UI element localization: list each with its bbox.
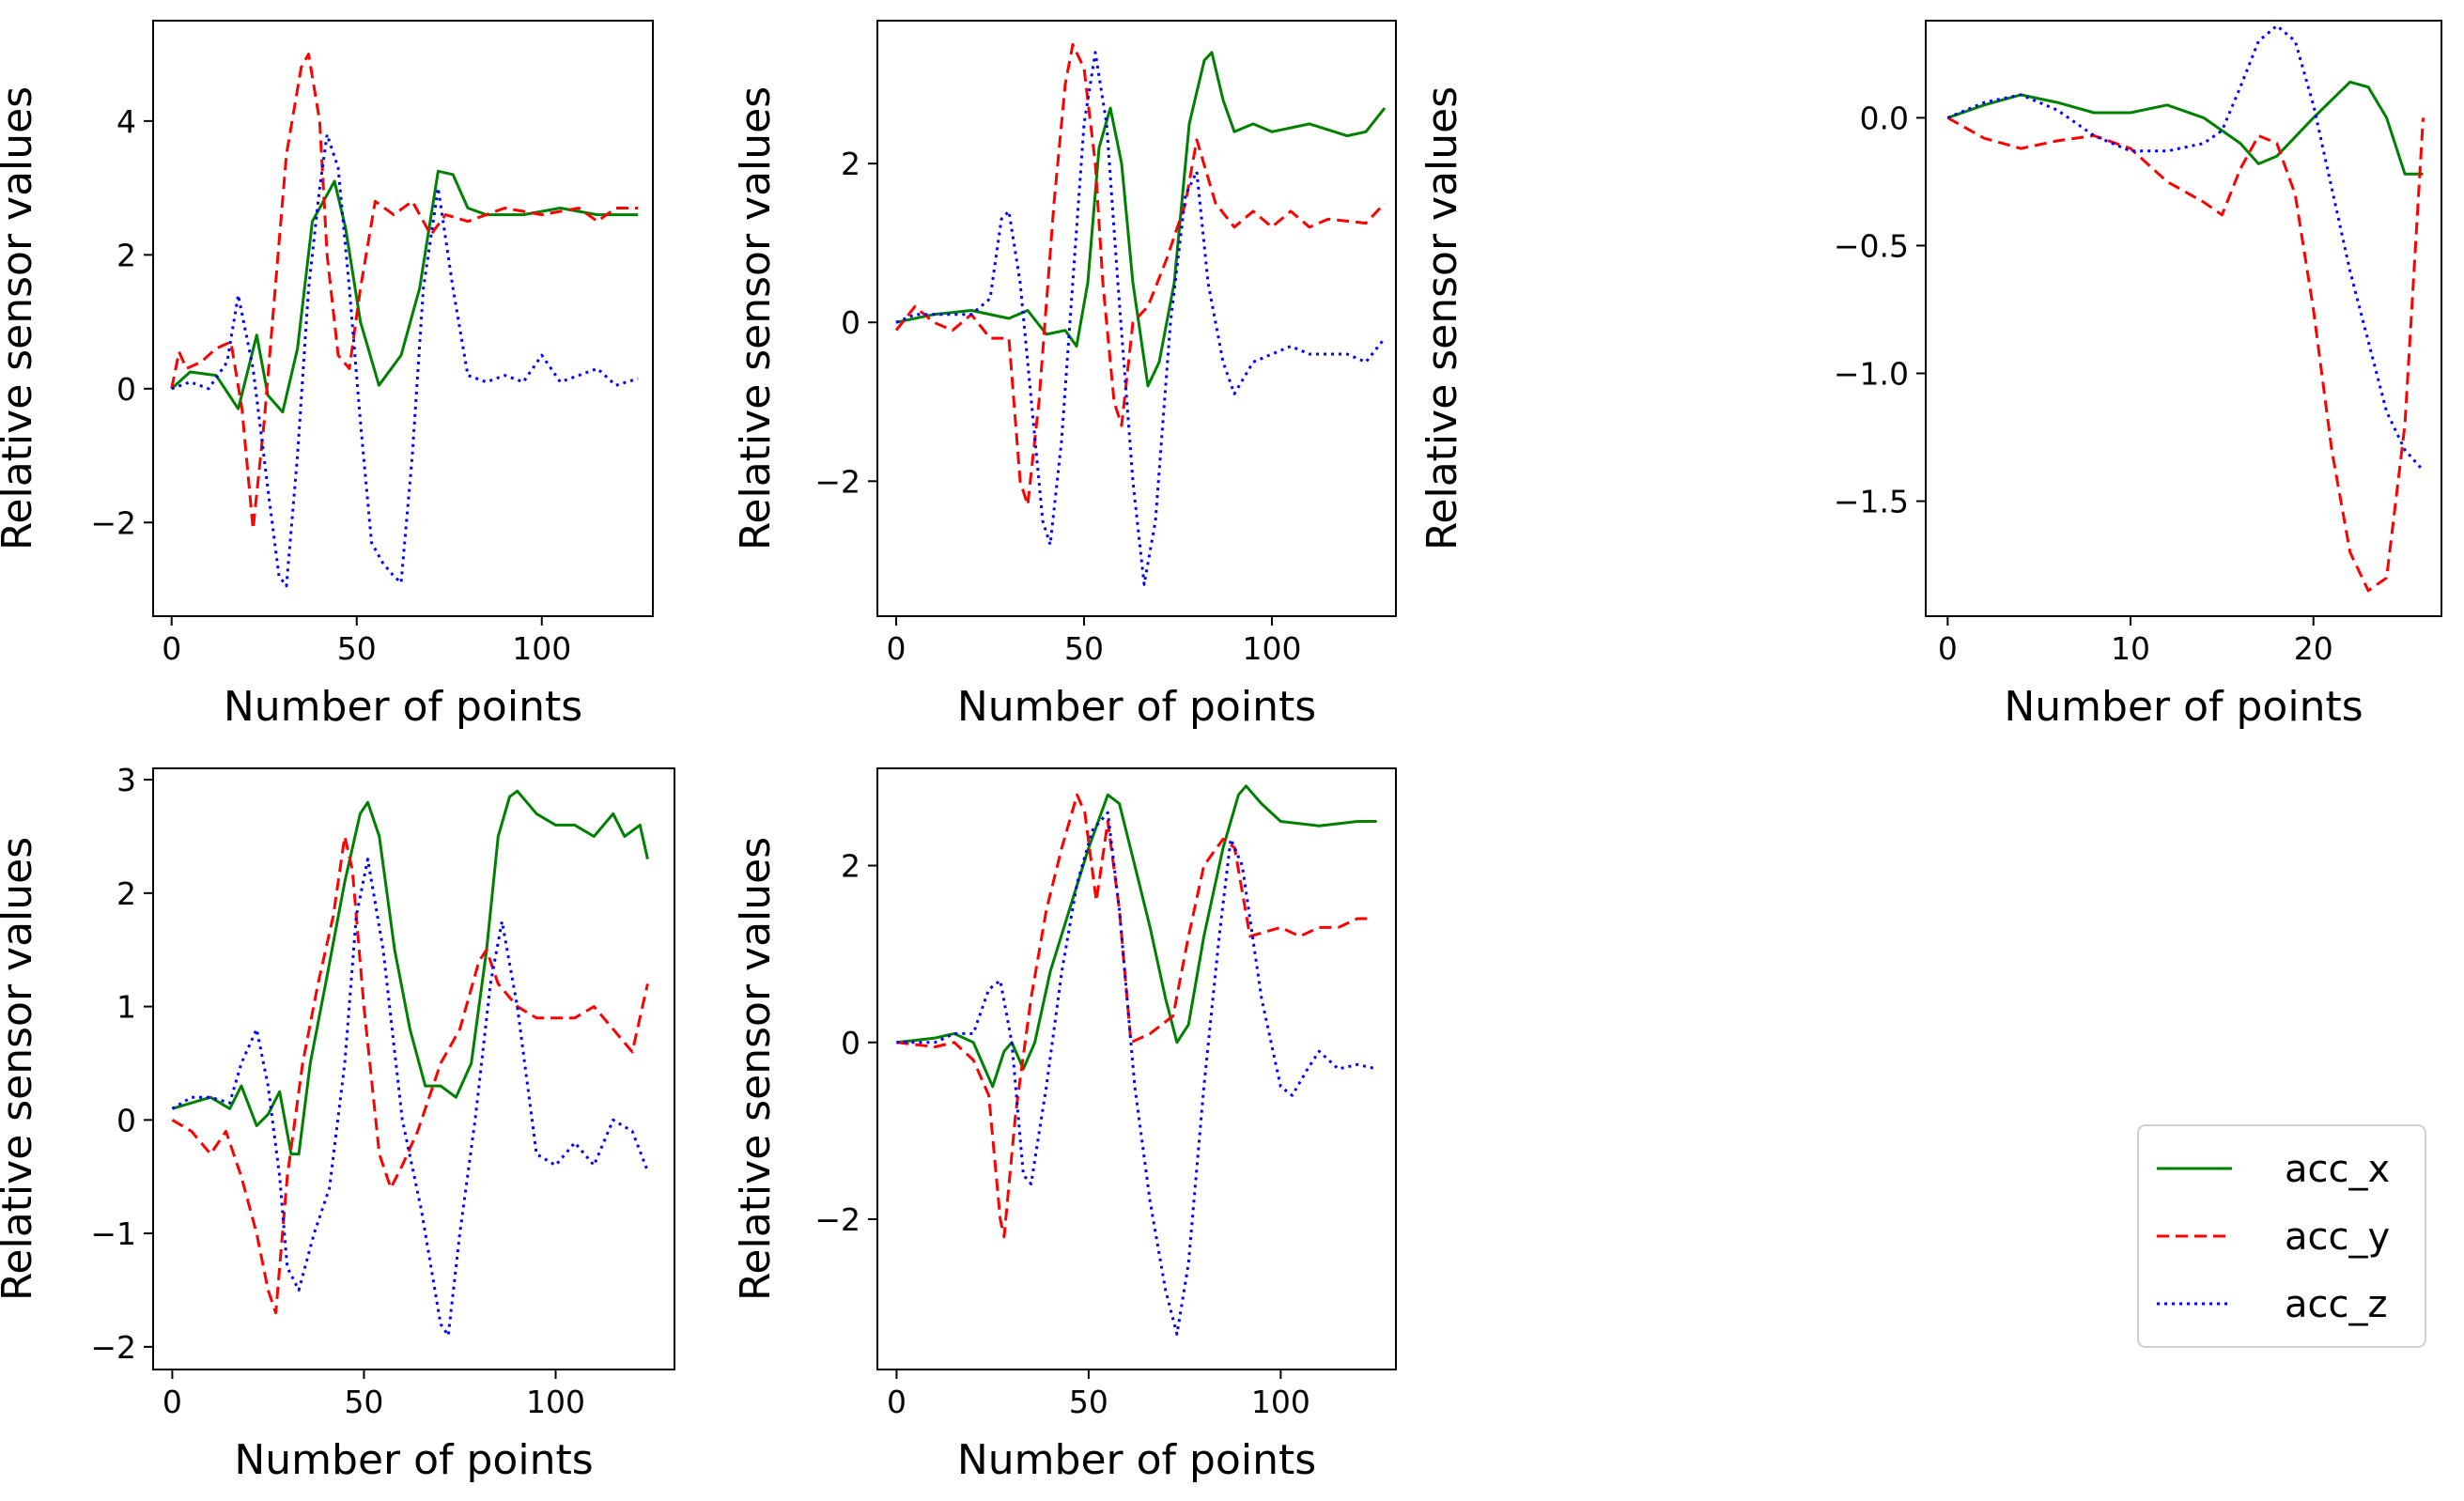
x-axis-label: Number of points	[957, 683, 1316, 731]
series-line-acc-z	[171, 132, 639, 588]
y-tick-label: 0.0	[1860, 100, 1909, 136]
series-line-acc-y	[894, 42, 1387, 507]
y-tick-label: 0	[841, 1025, 860, 1061]
series-line-acc-x	[1946, 80, 2424, 176]
x-axis-label: Number of points	[957, 1436, 1316, 1484]
y-tick-label: 4	[116, 103, 136, 140]
y-tick-label: 0	[841, 304, 860, 341]
legend-box	[2137, 1124, 2426, 1348]
chart-bottom-middle: 0 50 100 −2 0 2 Number of points Relative senso…	[732, 767, 1397, 1484]
y-tick-label: −1	[90, 1215, 136, 1252]
series-line-acc-x	[171, 789, 649, 1156]
x-tick-label: 100	[1243, 630, 1302, 667]
x-tick-label: 0	[887, 630, 907, 667]
chart-top-right: 0 10 20 0.0 −0.5 −1.0 −1.5 Number of points Rela…	[1418, 20, 2442, 731]
y-axis-label: Relative sensor values	[1418, 86, 1466, 550]
y-tick-label: 1	[116, 989, 136, 1026]
series-line-acc-y	[1946, 116, 2425, 593]
x-tick-label: 10	[2111, 630, 2150, 667]
x-tick-label: 100	[1251, 1384, 1310, 1420]
legend-label-acc-z: acc_z	[2285, 1283, 2388, 1326]
legend: acc_x acc_y acc_z	[2137, 1124, 2426, 1348]
y-tick-label: −1.5	[1834, 484, 1909, 520]
series-line-acc-x	[895, 51, 1387, 388]
y-tick-label: −1.0	[1834, 356, 1909, 393]
y-axis-label: Relative sensor values	[732, 837, 780, 1301]
y-tick-label: 3	[116, 762, 136, 798]
y-axis-label: Relative sensor values	[732, 86, 780, 550]
series-line-acc-y	[170, 53, 639, 531]
x-tick-label: 0	[162, 630, 181, 667]
y-tick-label: 2	[841, 848, 860, 885]
y-tick-label: −2	[90, 504, 136, 541]
x-tick-label: 20	[2294, 630, 2333, 667]
axes-frame	[1925, 20, 2442, 617]
x-tick-label: 0	[887, 1384, 907, 1420]
series-line-acc-z	[1946, 23, 2425, 472]
series-line-acc-y	[171, 835, 649, 1315]
chart-top-left: 0 50 100 −2 0 2 4 Number of points Relative sens…	[0, 20, 654, 731]
x-tick-label: 0	[163, 1384, 182, 1420]
axes-frame	[152, 20, 654, 617]
y-tick-label: −2	[814, 1201, 860, 1238]
series-line-acc-z	[896, 811, 1377, 1336]
y-tick-label: −0.5	[1834, 227, 1909, 264]
x-tick-label: 50	[337, 630, 377, 667]
y-tick-label: 2	[116, 875, 136, 912]
y-tick-label: 0	[116, 371, 136, 408]
x-tick-label: 0	[1938, 630, 1958, 667]
y-axis-label: Relative sensor values	[0, 86, 41, 550]
series-line-acc-x	[896, 784, 1377, 1089]
axes-frame	[876, 767, 1397, 1370]
legend-label-acc-y: acc_y	[2285, 1215, 2390, 1259]
chart-bottom-left: 0 50 100 −2 −1 0 1 2 3 Number of points Relative s…	[0, 762, 675, 1484]
legend-label-acc-x: acc_x	[2285, 1148, 2390, 1191]
x-tick-label: 50	[344, 1384, 383, 1420]
x-tick-label: 100	[512, 630, 571, 667]
x-tick-label: 50	[1064, 630, 1104, 667]
series-line-acc-z	[895, 51, 1387, 586]
y-tick-label: −2	[90, 1329, 136, 1366]
y-tick-label: −2	[814, 463, 860, 500]
y-axis-label: Relative sensor values	[0, 837, 41, 1301]
axes-frame	[876, 20, 1397, 617]
x-tick-label: 50	[1069, 1384, 1108, 1420]
series-line-acc-z	[171, 858, 649, 1338]
y-tick-label: 2	[116, 237, 136, 273]
chart-top-middle: 0 50 100 −2 0 2 Number of points Relative senso…	[732, 20, 1397, 731]
y-tick-label: 2	[841, 146, 860, 182]
x-axis-label: Number of points	[224, 683, 582, 731]
x-tick-label: 100	[526, 1384, 585, 1420]
x-axis-label: Number of points	[2004, 683, 2363, 731]
axes-frame	[152, 767, 675, 1370]
x-axis-label: Number of points	[234, 1436, 593, 1484]
y-tick-label: 0	[116, 1102, 136, 1138]
